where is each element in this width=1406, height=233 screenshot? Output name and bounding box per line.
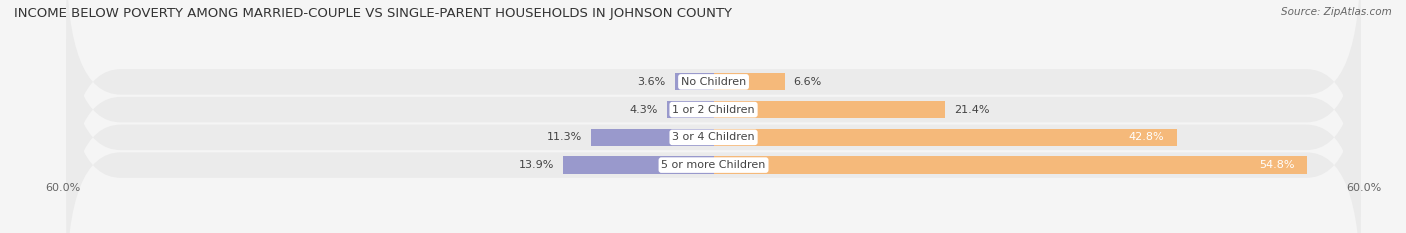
- Text: 1 or 2 Children: 1 or 2 Children: [672, 105, 755, 115]
- Bar: [713, 101, 945, 118]
- Bar: [675, 73, 713, 90]
- Bar: [713, 129, 1177, 146]
- Text: 54.8%: 54.8%: [1258, 160, 1295, 170]
- Bar: [713, 157, 1308, 174]
- Text: 3.6%: 3.6%: [637, 77, 666, 87]
- Text: No Children: No Children: [681, 77, 747, 87]
- Bar: [562, 157, 713, 174]
- FancyBboxPatch shape: [66, 11, 1361, 233]
- Text: 21.4%: 21.4%: [955, 105, 990, 115]
- Text: 6.6%: 6.6%: [794, 77, 823, 87]
- Text: 3 or 4 Children: 3 or 4 Children: [672, 132, 755, 142]
- Bar: [713, 73, 785, 90]
- Text: INCOME BELOW POVERTY AMONG MARRIED-COUPLE VS SINGLE-PARENT HOUSEHOLDS IN JOHNSON: INCOME BELOW POVERTY AMONG MARRIED-COUPL…: [14, 7, 733, 20]
- Text: 4.3%: 4.3%: [630, 105, 658, 115]
- Bar: [666, 101, 713, 118]
- Text: 42.8%: 42.8%: [1129, 132, 1164, 142]
- Text: 5 or more Children: 5 or more Children: [661, 160, 766, 170]
- Bar: [591, 129, 713, 146]
- FancyBboxPatch shape: [66, 0, 1361, 208]
- Text: 11.3%: 11.3%: [547, 132, 582, 142]
- Text: Source: ZipAtlas.com: Source: ZipAtlas.com: [1281, 7, 1392, 17]
- FancyBboxPatch shape: [66, 0, 1361, 233]
- FancyBboxPatch shape: [66, 39, 1361, 233]
- Text: 13.9%: 13.9%: [519, 160, 554, 170]
